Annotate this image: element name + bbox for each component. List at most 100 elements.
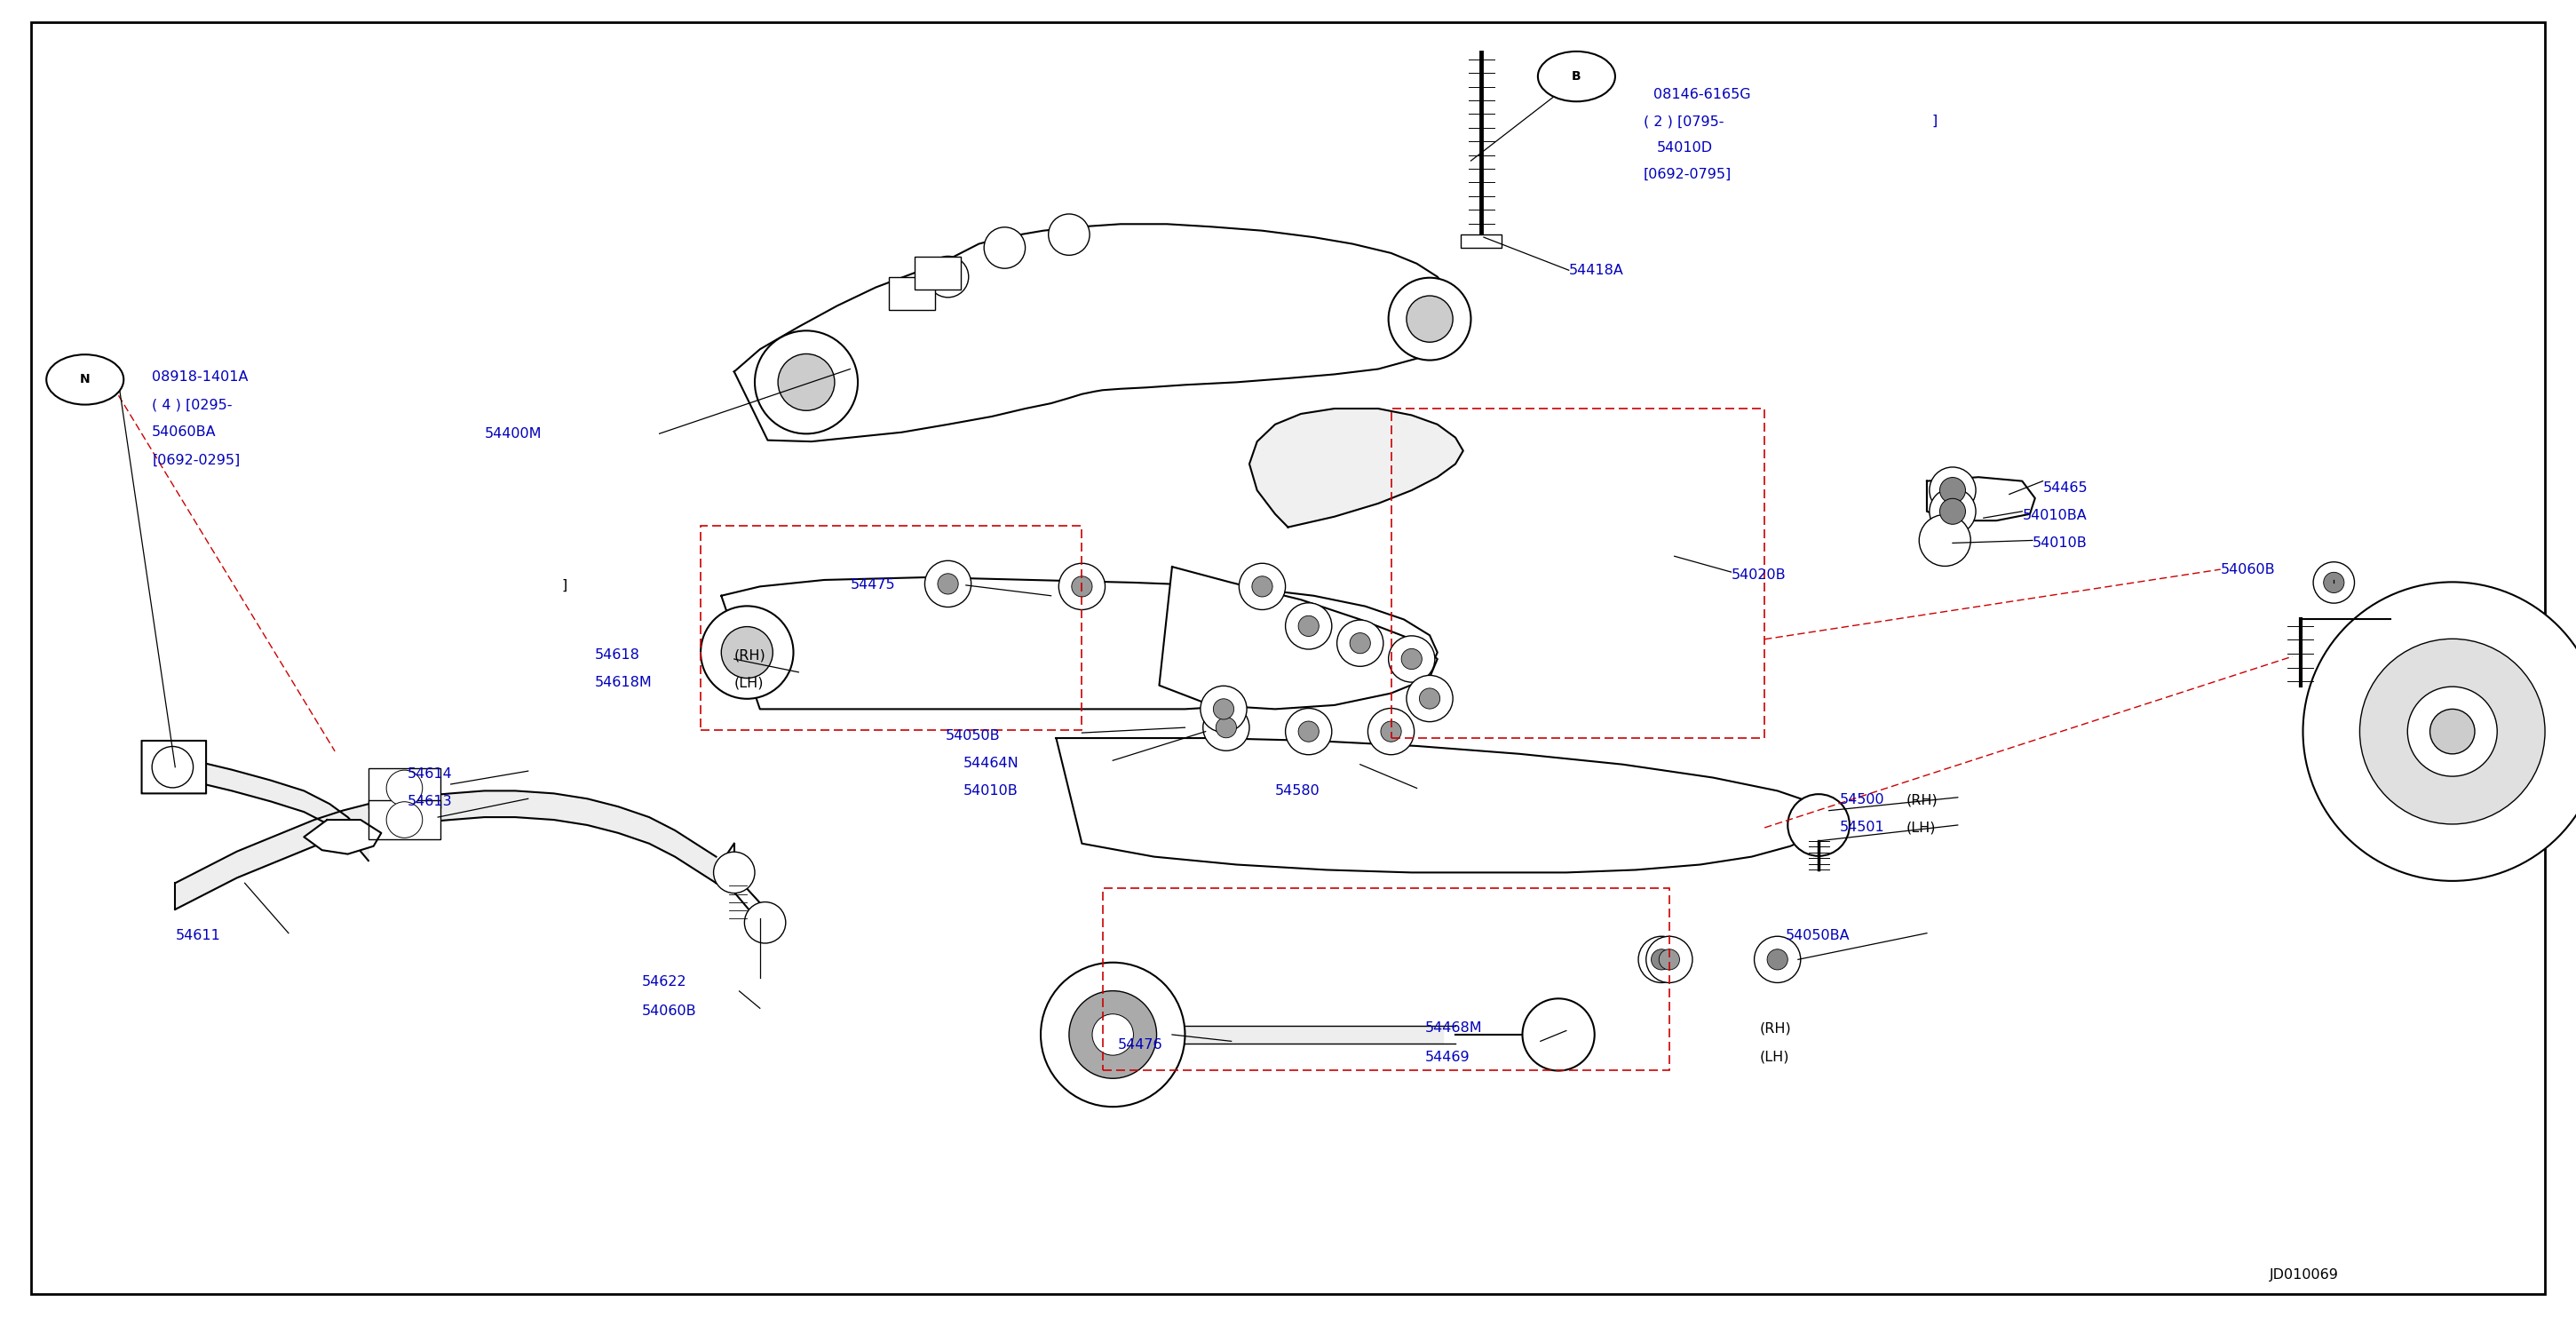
Bar [701,526,1082,730]
Circle shape [1203,704,1249,751]
Circle shape [2429,709,2476,754]
Text: 54618: 54618 [595,648,641,662]
Circle shape [1381,721,1401,742]
Text: 54010D: 54010D [1656,141,1713,154]
Circle shape [1072,576,1092,597]
Text: 54400M: 54400M [484,427,541,440]
Text: ( 4 ) [0295-: ( 4 ) [0295- [152,398,232,411]
Circle shape [1754,936,1801,983]
Text: ]: ] [1932,115,1937,128]
Circle shape [386,801,422,838]
Circle shape [1401,648,1422,670]
Circle shape [1638,936,1685,983]
Text: [0692-0795]: [0692-0795] [1643,167,1731,181]
Bar [889,277,935,310]
Text: 54468M: 54468M [1425,1021,1481,1035]
Circle shape [1337,619,1383,667]
Text: [0692-0295]: [0692-0295] [152,453,240,467]
Text: 54622: 54622 [641,975,685,988]
Text: 54475: 54475 [850,579,894,592]
Text: 08918-1401A: 08918-1401A [152,370,247,384]
Circle shape [1285,708,1332,755]
Circle shape [1406,675,1453,722]
Circle shape [152,746,193,788]
Text: 54020B: 54020B [1731,568,1785,581]
Text: 54464N: 54464N [963,757,1020,770]
Circle shape [1646,936,1692,983]
Circle shape [721,626,773,679]
Text: (LH): (LH) [1759,1050,1790,1064]
Bar [368,800,440,840]
Circle shape [1788,795,1850,855]
Bar [368,768,440,808]
Text: 54500: 54500 [1839,793,1883,807]
Text: 54060B: 54060B [641,1004,696,1017]
Polygon shape [1927,477,2035,521]
Circle shape [701,606,793,699]
Circle shape [778,353,835,411]
Circle shape [938,573,958,594]
Text: 08146-6165G: 08146-6165G [1654,88,1752,101]
Circle shape [1929,488,1976,535]
Circle shape [1350,633,1370,654]
Circle shape [1522,999,1595,1070]
Text: 54476: 54476 [1118,1039,1162,1052]
Circle shape [1651,949,1672,970]
FancyBboxPatch shape [142,741,206,793]
Polygon shape [1249,409,1463,527]
Circle shape [744,902,786,944]
Circle shape [1298,721,1319,742]
Circle shape [1041,962,1185,1107]
Text: ( 2 ) [0795-: ( 2 ) [0795- [1643,115,1723,128]
Bar [914,257,961,290]
Text: 54050BA: 54050BA [1785,929,1850,942]
Text: 54010BA: 54010BA [2022,509,2087,522]
Circle shape [2303,583,2576,880]
Circle shape [1388,278,1471,360]
Text: 54501: 54501 [1839,821,1883,834]
Bar [1461,235,1502,248]
Circle shape [2324,572,2344,593]
Ellipse shape [1538,51,1615,101]
Circle shape [1059,563,1105,610]
Text: N: N [80,373,90,386]
Circle shape [1940,498,1965,525]
Text: ]: ] [562,579,567,592]
Circle shape [1285,602,1332,650]
Circle shape [1092,1014,1133,1056]
Circle shape [1767,949,1788,970]
Polygon shape [304,820,381,854]
Bar [1103,888,1669,1070]
Circle shape [925,560,971,608]
Circle shape [1919,514,1971,567]
Circle shape [2409,687,2496,776]
Circle shape [1048,214,1090,256]
Circle shape [927,256,969,298]
Text: 54010B: 54010B [2032,536,2087,550]
Circle shape [1659,949,1680,970]
Text: 54060BA: 54060BA [152,426,216,439]
Text: 54418A: 54418A [1569,264,1623,277]
Text: (RH): (RH) [734,648,765,662]
Circle shape [984,227,1025,269]
Text: 54465: 54465 [2043,481,2087,494]
Circle shape [1252,576,1273,597]
Bar [1391,409,1765,738]
Circle shape [1298,616,1319,637]
Text: 54614: 54614 [407,767,451,780]
Polygon shape [1056,738,1829,873]
Text: (RH): (RH) [1759,1021,1790,1035]
Circle shape [1069,991,1157,1078]
Circle shape [755,331,858,434]
Circle shape [2313,561,2354,604]
Circle shape [386,770,422,807]
Text: 54010B: 54010B [963,784,1018,797]
Text: JD010069: JD010069 [2269,1268,2339,1281]
Circle shape [1388,635,1435,683]
Text: 54060B: 54060B [2221,563,2275,576]
Circle shape [1200,685,1247,733]
Circle shape [1419,688,1440,709]
Text: 54050B: 54050B [945,729,999,742]
Ellipse shape [46,355,124,405]
Text: B: B [1571,70,1582,83]
